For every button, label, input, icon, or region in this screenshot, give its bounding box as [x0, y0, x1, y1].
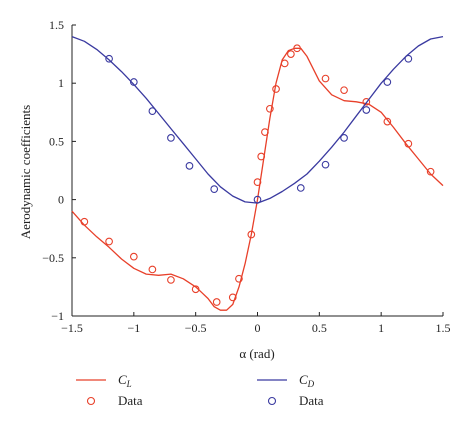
x-tick-label: −1: [127, 321, 140, 335]
y-tick-label: −1: [51, 309, 64, 323]
data-point: [210, 185, 219, 193]
data-point: [293, 44, 301, 53]
data-point: [167, 276, 175, 284]
data-point: [362, 97, 371, 106]
data-point: [362, 106, 371, 114]
y-axis-label: Aerodynamic coefficients: [18, 105, 33, 239]
data-point: [185, 161, 194, 170]
x-tick-label: 1.5: [436, 321, 451, 335]
data-point: [105, 237, 113, 246]
y-tick-label: 1: [58, 76, 64, 90]
data-point: [212, 298, 221, 306]
data-point: [253, 178, 262, 186]
x-tick-label: −1.5: [61, 321, 83, 335]
axes: [71, 25, 443, 317]
y-tick-label: 0.5: [49, 134, 64, 148]
data-point: [167, 134, 175, 142]
y-tick-label: −0.5: [42, 251, 64, 265]
data-point: [296, 184, 305, 192]
data-point: [80, 217, 89, 226]
data-point: [129, 252, 138, 261]
data-point: [287, 50, 295, 58]
data-point: [191, 285, 200, 294]
y-tick-label: 1.5: [49, 18, 64, 32]
x-tick-label: 0.5: [312, 321, 327, 335]
data-point: [235, 274, 243, 283]
series-line-0: [71, 47, 444, 311]
x-axis-label: α (rad): [239, 346, 274, 361]
x-tick-label: 0: [255, 321, 261, 335]
data-point: [383, 117, 392, 126]
series: [71, 35, 444, 311]
data-point: [148, 265, 157, 274]
y-tick-label: 0: [58, 193, 64, 207]
data-point: [280, 59, 289, 68]
data-point: [266, 104, 274, 113]
x-tick-label: −0.5: [185, 321, 207, 335]
x-tick-label: 1: [378, 321, 384, 335]
data-point: [404, 54, 413, 63]
data-point: [257, 152, 266, 161]
legend-label: CL: [118, 372, 132, 389]
legend-symbol: C: [299, 372, 308, 387]
ticks: −1.5 −1 −0.5 0 0.5 1 1.5−1−0.500.511.5: [42, 18, 450, 335]
data-point: [253, 195, 262, 204]
legend-label: Data: [299, 393, 324, 408]
legend-label: CD: [299, 372, 315, 389]
data-point: [426, 167, 435, 176]
data-point: [129, 78, 138, 86]
data-point: [340, 134, 348, 142]
data-point: [340, 86, 348, 95]
legend-symbol: C: [118, 372, 127, 387]
data-point: [261, 128, 269, 136]
data-point: [383, 78, 392, 86]
legend-label: Data: [118, 393, 143, 408]
legend-subscript: D: [307, 379, 315, 389]
data-point: [105, 54, 113, 63]
data-point: [404, 139, 413, 148]
data-point: [148, 107, 157, 115]
data-point: [321, 160, 330, 169]
data-point: [247, 230, 256, 239]
legend-marker-swatch: [267, 396, 277, 406]
legend-subscript: L: [126, 379, 132, 389]
data-point: [272, 85, 280, 93]
data-point: [228, 293, 237, 302]
legend-marker-swatch: [86, 396, 96, 406]
data-point: [321, 74, 330, 83]
